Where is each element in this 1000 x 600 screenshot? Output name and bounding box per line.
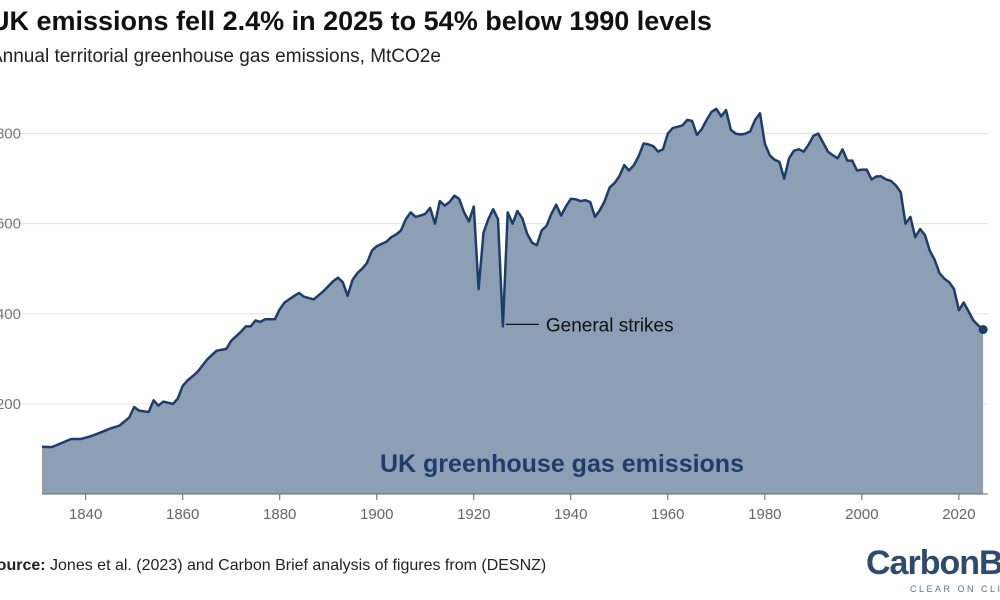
chart-title: UK emissions fell 2.4% in 2025 to 54% be… [0,6,712,36]
x-tick-label-2020: 2020 [942,506,975,523]
endpoint-marker-2025 [978,325,988,335]
y-tick-label-800: 800 [0,126,21,143]
x-tick-label-1860: 1860 [166,506,199,523]
x-tick-label-2000: 2000 [845,506,878,523]
source-text: Jones et al. (2023) and Carbon Brief ana… [50,557,547,574]
x-axis: 1840 1860 1880 1900 1920 1940 1960 1980 2000 2020 [42,493,988,523]
y-tick-label-600: 600 [0,216,21,233]
y-axis: 200 400 600 800 [0,126,21,413]
x-tick-label-1940: 1940 [554,506,587,523]
source-note: Source: Jones et al. (2023) and Carbon B… [0,557,546,575]
series-label: UK greenhouse gas emissions [380,450,744,478]
plot-area [41,107,988,495]
y-tick-label-200: 200 [0,396,21,413]
x-tick-label-1900: 1900 [360,506,393,523]
emissions-area [42,108,984,495]
annotation-general-strikes: General strikes [546,315,674,336]
chart-subtitle: Annual territorial greenhouse gas emissi… [0,46,441,67]
x-tick-label-1920: 1920 [457,506,490,523]
y-tick-label-400: 400 [0,306,21,323]
source-label: Source: [0,557,46,574]
emissions-line [41,107,984,449]
x-tick-label-1980: 1980 [748,506,781,523]
x-tick-label-1840: 1840 [69,506,102,523]
logo-tagline: CLEAR ON CLIMATE [910,584,1000,594]
x-tick-label-1960: 1960 [651,506,684,523]
x-tick-label-1880: 1880 [263,506,296,523]
annotations: General strikes UK greenhouse gas emissio… [380,315,744,478]
